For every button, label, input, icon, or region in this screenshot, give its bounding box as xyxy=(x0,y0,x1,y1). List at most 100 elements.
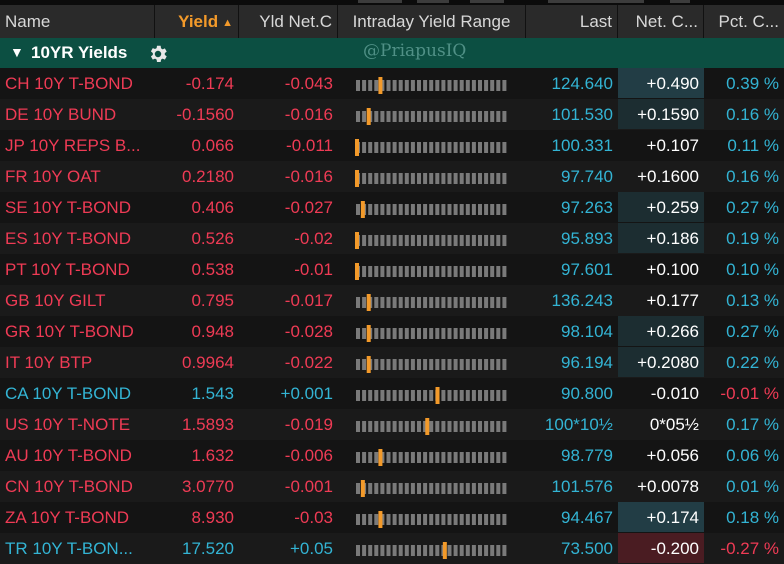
instrument-name[interactable]: AU 10Y T-BOND xyxy=(5,446,132,465)
table-row[interactable]: GB 10Y GILT 0.795 -0.017 136.243 +0.177 0.13 … xyxy=(0,285,784,316)
net-change: +0.0078 xyxy=(637,477,699,496)
range-tick xyxy=(380,545,385,556)
instrument-name[interactable]: GB 10Y GILT xyxy=(5,291,106,310)
group-header-10yr-yields[interactable]: ▼ 10YR Yields @PriapusIQ xyxy=(0,38,784,68)
table-row[interactable]: DE 10Y BUND -0.1560 -0.016 101.530 +0.1590 0.… xyxy=(0,99,784,130)
range-tick xyxy=(386,297,391,308)
range-tick xyxy=(502,514,507,525)
collapse-caret-icon[interactable]: ▼ xyxy=(10,44,24,60)
column-header-name[interactable]: Name xyxy=(0,5,155,38)
table-row[interactable]: IT 10Y BTP 0.9964 -0.022 96.194 +0.2080 0.22 … xyxy=(0,347,784,378)
range-tick xyxy=(484,80,489,91)
yield-net-change: -0.017 xyxy=(284,291,333,310)
range-current-marker xyxy=(360,480,365,497)
range-tick xyxy=(392,266,397,277)
range-tick xyxy=(362,328,367,339)
range-tick xyxy=(380,421,385,432)
range-tick xyxy=(368,266,373,277)
table-row[interactable]: CA 10Y T-BOND 1.543 +0.001 90.800 -0.010 -0.0… xyxy=(0,378,784,409)
column-header-last[interactable]: Last xyxy=(526,5,618,38)
range-tick xyxy=(490,297,495,308)
intraday-yield-range xyxy=(338,68,526,98)
range-tick xyxy=(490,452,495,463)
instrument-name[interactable]: TR 10Y T-BON... xyxy=(5,539,133,558)
range-tick xyxy=(423,514,428,525)
range-tick xyxy=(374,235,379,246)
table-row[interactable]: ES 10Y T-BOND 0.526 -0.02 95.893 +0.186 0.19 … xyxy=(0,223,784,254)
range-tick xyxy=(478,80,482,91)
range-tick xyxy=(386,111,391,122)
range-tick xyxy=(368,80,373,91)
range-bar xyxy=(356,201,507,218)
range-tick xyxy=(429,142,434,153)
range-tick xyxy=(362,514,367,525)
range-tick xyxy=(423,266,428,277)
table-row[interactable]: TR 10Y T-BON... 17.520 +0.05 73.500 -0.200 -0… xyxy=(0,533,784,564)
range-tick xyxy=(490,173,495,184)
range-tick xyxy=(496,452,501,463)
column-header-pct-change[interactable]: Pct. C... xyxy=(704,5,784,38)
table-row[interactable]: ZA 10Y T-BOND 8.930 -0.03 94.467 +0.174 0.18 … xyxy=(0,502,784,533)
range-tick xyxy=(417,266,421,277)
table-row[interactable]: PT 10Y T-BOND 0.538 -0.01 97.601 +0.100 0.10 … xyxy=(0,254,784,285)
range-tick xyxy=(447,390,452,401)
net-change: +0.1600 xyxy=(637,167,699,186)
range-tick xyxy=(398,142,403,153)
range-tick xyxy=(447,235,452,246)
column-header-yield[interactable]: Yield ▲ xyxy=(155,5,239,38)
range-tick xyxy=(490,111,495,122)
range-tick xyxy=(410,173,415,184)
table-row[interactable]: GR 10Y T-BOND 0.948 -0.028 98.104 +0.266 0.27… xyxy=(0,316,784,347)
table-row[interactable]: JP 10Y REPS B... 0.066 -0.011 100.331 +0.107… xyxy=(0,130,784,161)
table-row[interactable]: FR 10Y OAT 0.2180 -0.016 97.740 +0.1600 0.16 … xyxy=(0,161,784,192)
instrument-name[interactable]: DE 10Y BUND xyxy=(5,105,117,124)
range-tick xyxy=(380,235,385,246)
instrument-name[interactable]: GR 10Y T-BOND xyxy=(5,322,134,341)
range-tick xyxy=(484,173,489,184)
range-tick xyxy=(435,514,440,525)
instrument-name[interactable]: CA 10Y T-BOND xyxy=(5,384,131,403)
table-row[interactable]: CN 10Y T-BOND 3.0770 -0.001 101.576 +0.0078 0… xyxy=(0,471,784,502)
net-change: +0.186 xyxy=(618,223,704,253)
range-tick xyxy=(447,173,452,184)
table-row[interactable]: SE 10Y T-BOND 0.406 -0.027 97.263 +0.259 0.27… xyxy=(0,192,784,223)
column-header-net-change-label: Net. C... xyxy=(635,12,698,31)
range-tick xyxy=(392,328,397,339)
instrument-name[interactable]: US 10Y T-NOTE xyxy=(5,415,131,434)
range-tick xyxy=(484,483,489,494)
range-tick xyxy=(417,297,421,308)
range-tick xyxy=(465,328,470,339)
instrument-name[interactable]: CH 10Y T-BOND xyxy=(5,74,133,93)
range-tick xyxy=(368,514,373,525)
range-current-marker xyxy=(435,387,440,404)
column-header-net-change[interactable]: Net. C... xyxy=(618,5,704,38)
table-row[interactable]: CH 10Y T-BOND -0.174 -0.043 124.640 +0.490 0.… xyxy=(0,68,784,99)
instrument-name[interactable]: ZA 10Y T-BOND xyxy=(5,508,130,527)
range-bar xyxy=(355,139,507,156)
instrument-name[interactable]: PT 10Y T-BOND xyxy=(5,260,130,279)
range-tick xyxy=(386,142,391,153)
range-tick xyxy=(356,421,360,432)
column-header-range[interactable]: Intraday Yield Range xyxy=(338,5,526,38)
range-tick xyxy=(453,359,458,370)
range-tick xyxy=(356,483,360,494)
range-tick xyxy=(429,483,434,494)
range-tick xyxy=(478,483,482,494)
instrument-name[interactable]: SE 10Y T-BOND xyxy=(5,198,131,217)
instrument-name[interactable]: FR 10Y OAT xyxy=(5,167,101,186)
table-row[interactable]: AU 10Y T-BOND 1.632 -0.006 98.779 +0.056 0.06… xyxy=(0,440,784,471)
instrument-name[interactable]: JP 10Y REPS B... xyxy=(5,136,141,155)
column-header-yld-net-label: Yld Net.C xyxy=(259,12,332,31)
range-tick xyxy=(423,204,428,215)
yield-net-change: -0.01 xyxy=(294,260,333,279)
instrument-name[interactable]: ES 10Y T-BOND xyxy=(5,229,131,248)
instrument-name[interactable]: CN 10Y T-BOND xyxy=(5,477,133,496)
instrument-name[interactable]: IT 10Y BTP xyxy=(5,353,93,372)
column-header-yld-net[interactable]: Yld Net.C xyxy=(239,5,338,38)
table-row[interactable]: US 10Y T-NOTE 1.5893 -0.019 100*10½ 0*05½ 0.1… xyxy=(0,409,784,440)
pct-change: 0.39 % xyxy=(726,74,779,93)
range-tick xyxy=(380,359,385,370)
gear-icon[interactable] xyxy=(147,43,169,65)
range-tick xyxy=(410,452,415,463)
range-tick xyxy=(453,80,458,91)
